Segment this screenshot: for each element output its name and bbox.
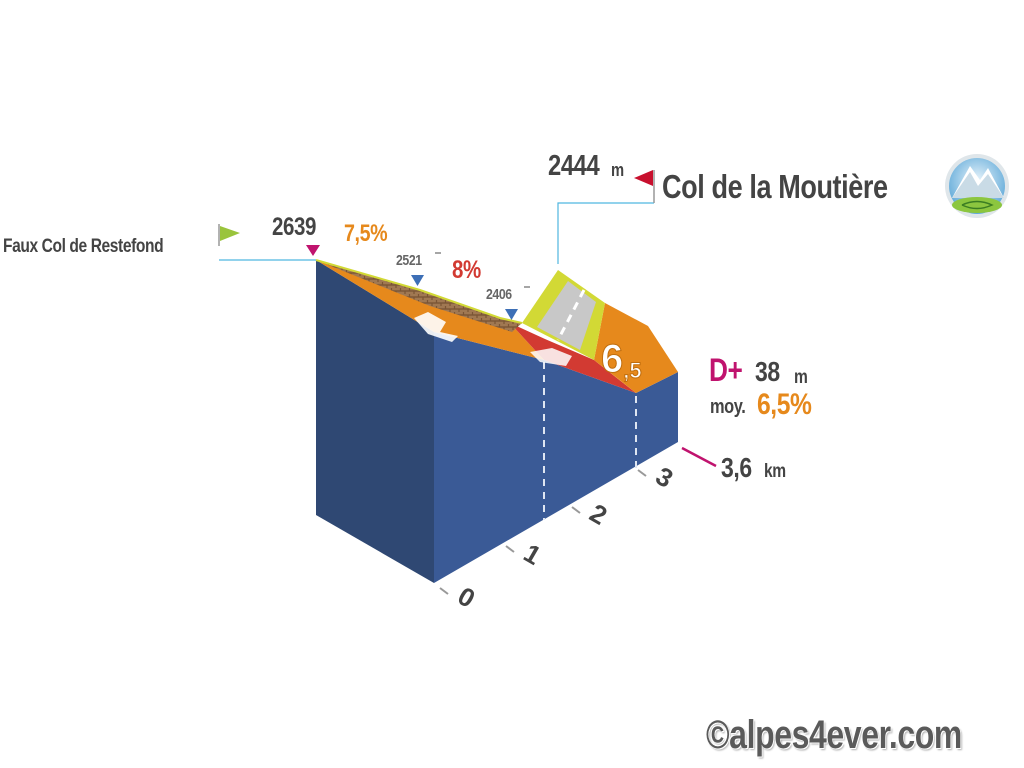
gradient-tag-1 [414,312,458,342]
segment-0-1-surface [316,260,544,360]
segment-1-2-surface [510,323,636,393]
x-tick-mark-2 [571,506,581,514]
block-front-face [434,332,678,583]
end-altitude-unit: m [611,160,624,180]
climb-gradient-decimal: ,5 [623,358,641,383]
paved-road [537,281,596,350]
elevation-gain-value: 38 [755,356,780,387]
x-tick-label-3: 3 [651,461,679,494]
start-name: Faux Col de Restefond [3,236,164,257]
segment-climb-edge [594,360,636,393]
climb-gradient-value: 6,5 [601,337,642,383]
end-altitude: 2444 [548,150,600,182]
start-flag-icon [218,224,240,246]
copyright-watermark: ©alpes4ever.com [706,713,962,757]
x-tick-label-2: 2 [585,498,613,531]
total-distance-value: 3,6 [721,452,752,483]
segment-climb-surface [594,303,678,393]
gradient-tag-2 [530,348,572,366]
x-tick-mark-1 [505,545,515,553]
distance-leader-line [681,446,717,468]
waypoint-altitude-2521: 2521 [396,252,422,269]
climb-gradient-integer: 6 [601,337,623,381]
start-marker-icon [306,245,320,256]
start-altitude: 2639 [272,213,316,241]
x-tick-mark-3 [637,469,647,477]
average-gradient-label: moy. [710,396,746,418]
end-name-title: Col de la Moutière [662,168,888,205]
marker-2406-icon [505,309,518,320]
x-tick-mark-0 [439,587,449,595]
x-tick-label-0: 0 [453,581,481,614]
elevation-gain-label: D+ [709,352,743,388]
finish-flag-icon [634,170,655,203]
road-centerline [556,289,586,341]
x-tick-label-1: 1 [519,538,547,571]
elevation-gain-unit: m [794,367,808,388]
block-side-face [316,260,434,583]
waypoint-altitude-2406: 2406 [486,286,512,303]
mountain-logo-icon [945,154,1009,218]
segment-1-gradient: 7,5% [344,220,388,247]
marker-2521-icon [411,275,424,286]
end-leader-line [557,202,654,264]
total-distance-unit: km [764,461,786,482]
gravel-edge [315,259,523,324]
gravel-track [316,260,522,332]
average-gradient-value: 6,5% [757,388,812,421]
segment-2-gradient: 8% [452,256,481,284]
